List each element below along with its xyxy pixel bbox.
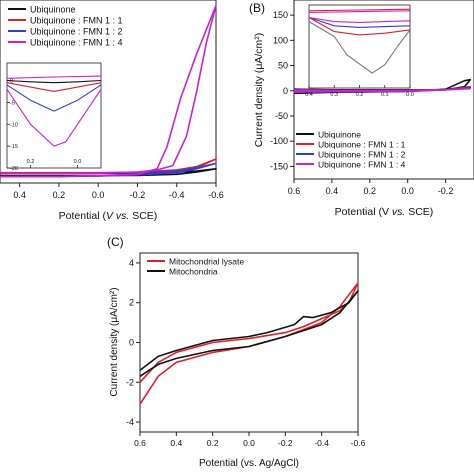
y-axis-label: Current density (μA/cm²) bbox=[109, 287, 120, 396]
inset-x-tick-label: 0.0 bbox=[406, 92, 414, 98]
panel-a: 0.4 0.2 0.0 -0.2 -0.4 -0.6 Potential (V vs. SC… bbox=[0, 0, 224, 222]
y-tick-label: -4 bbox=[126, 417, 134, 427]
legend-label: Ubiquinone bbox=[30, 5, 76, 15]
legend-label: Ubiquinone : FMN 1 : 1 bbox=[30, 16, 123, 26]
series-line-baseline bbox=[6, 75, 102, 79]
series-line-ubiquinone-fmn-1-4 bbox=[0, 4, 217, 178]
x-axis-label: Potential (V vs. SCE) bbox=[335, 206, 434, 218]
legend-label: Mitochondrial lysate bbox=[169, 257, 244, 267]
series-line-ubiquinone-fmn-1-4 bbox=[308, 16, 411, 23]
y-tick-label: -50 bbox=[275, 111, 288, 121]
y-tick-label: 4 bbox=[129, 258, 134, 268]
inset-frame bbox=[308, 4, 411, 89]
x-tick-label: 0.4 bbox=[170, 438, 182, 448]
x-tick-label: 0.2 bbox=[53, 190, 66, 200]
y-tick-label: -2 bbox=[126, 377, 134, 387]
inset: 0 -5 -10 -15 -20 0.2 0.0 bbox=[6, 62, 102, 172]
x-tick-label: 0.2 bbox=[364, 186, 377, 196]
legend-label: Ubiquinone bbox=[318, 130, 361, 140]
y-tick-label: 0 bbox=[283, 86, 288, 96]
y-tick-label: 150 bbox=[273, 10, 288, 20]
inset: 0.4 0.3 0.2 0.1 0.0 bbox=[305, 4, 414, 98]
series-line-ubiquinone-fmn-1-2 bbox=[308, 16, 411, 28]
series-line-mitochondria bbox=[139, 290, 359, 377]
legend-label: Ubiquinone : FMN 1 : 2 bbox=[30, 27, 123, 37]
series-line-ubiquinone bbox=[308, 21, 411, 74]
y-tick-label: 2 bbox=[129, 298, 134, 308]
x-axis-label: Potential (vs. Ag/AgCl) bbox=[199, 458, 299, 469]
inset-x-tick-label: 0.4 bbox=[305, 92, 313, 98]
legend-label: Ubiquinone : FMN 1 : 4 bbox=[318, 160, 406, 170]
x-tick-label: 0.6 bbox=[134, 438, 146, 448]
inset-x-tick-label: 0.2 bbox=[27, 159, 35, 165]
x-tick-label: -0.2 bbox=[438, 186, 454, 196]
panel-c: (C) 4 2 0 -2 -4 0.6 0.4 0.2 0.0 -0.2 -0.4 -0.6 Curren… bbox=[107, 235, 366, 469]
x-axis-label-part: Potential (V bbox=[335, 206, 392, 218]
y-tick-label: 100 bbox=[273, 35, 288, 45]
series-line-ubiquinone-fmn-1-4 bbox=[6, 88, 102, 147]
plot-frame bbox=[0, 0, 217, 184]
x-tick-label: 0.0 bbox=[243, 438, 255, 448]
x-tick-label: 0.4 bbox=[326, 186, 339, 196]
inset-x-tick-label: 0.3 bbox=[330, 92, 338, 98]
inset-y-tick-label: -5 bbox=[10, 100, 15, 106]
inset-frame bbox=[6, 62, 102, 169]
panel-label: (B) bbox=[249, 1, 265, 15]
x-tick-label: 0.2 bbox=[207, 438, 219, 448]
plot-frame bbox=[139, 252, 359, 433]
x-tick-label: -0.6 bbox=[351, 438, 366, 448]
inset-y-tick-label: -10 bbox=[10, 122, 18, 128]
x-tick-label: 0.4 bbox=[13, 190, 26, 200]
series-line-ubiquinone-fmn-1-1 bbox=[6, 82, 102, 92]
x-axis-label-part: SCE) bbox=[129, 210, 157, 222]
x-tick-label: -0.6 bbox=[208, 190, 224, 200]
x-axis-label-part: SCE) bbox=[405, 206, 433, 218]
series-line-baseline-magenta bbox=[308, 10, 411, 14]
inset-x-tick-label: 0.1 bbox=[381, 92, 389, 98]
series-line-baseline-red bbox=[308, 8, 411, 12]
legend-label: Mitochondria bbox=[169, 267, 218, 277]
x-tick-label: -0.2 bbox=[130, 190, 146, 200]
x-tick-label: 0.0 bbox=[401, 186, 414, 196]
panel-b: (B) 150 100 50 0 -50 -100 -150 0.6 0.4 0.2 0.0 -0.2 C… bbox=[249, 0, 474, 218]
series-line-ubiquinone-fmn-1-1 bbox=[308, 17, 411, 36]
x-axis-label-part: vs. bbox=[392, 206, 405, 218]
legend-label: Ubiquinone : FMN 1 : 2 bbox=[318, 150, 406, 160]
inset-y-tick-label: -15 bbox=[10, 144, 18, 150]
series-line-ubiquinone bbox=[6, 79, 102, 84]
x-tick-label: 0.6 bbox=[288, 186, 301, 196]
inset-y-tick-label: -20 bbox=[10, 166, 18, 172]
series-line-mitochondrial-lysate bbox=[139, 282, 359, 405]
legend-label: Ubiquinone : FMN 1 : 1 bbox=[318, 140, 406, 150]
y-tick-label: -100 bbox=[270, 136, 288, 146]
y-tick-label: -150 bbox=[270, 161, 288, 171]
inset-x-tick-label: 0.0 bbox=[74, 159, 82, 165]
x-tick-label: 0.0 bbox=[92, 190, 105, 200]
x-axis-label-part: Potential ( bbox=[59, 210, 107, 222]
y-tick-label: 0 bbox=[129, 338, 134, 348]
x-tick-label: -0.4 bbox=[314, 438, 329, 448]
x-tick-label: -0.4 bbox=[169, 190, 185, 200]
series-line-ubiquinone-fmn-1-2 bbox=[6, 84, 102, 112]
series-line-ubiquinone-fmn-1-4 bbox=[293, 87, 471, 93]
y-axis-label: Current density (μA/cm²) bbox=[253, 33, 265, 148]
inset-x-tick-label: 0.2 bbox=[356, 92, 364, 98]
panel-label: (C) bbox=[107, 235, 124, 249]
x-axis-label-part: V vs. bbox=[106, 210, 129, 222]
x-tick-label: -0.2 bbox=[278, 438, 293, 448]
legend-label: Ubiquinone : FMN 1 : 4 bbox=[30, 38, 123, 48]
inset-y-tick-label: 0 bbox=[10, 79, 13, 85]
x-axis-label: Potential (V vs. SCE) bbox=[59, 210, 158, 222]
y-tick-label: 50 bbox=[278, 61, 288, 71]
